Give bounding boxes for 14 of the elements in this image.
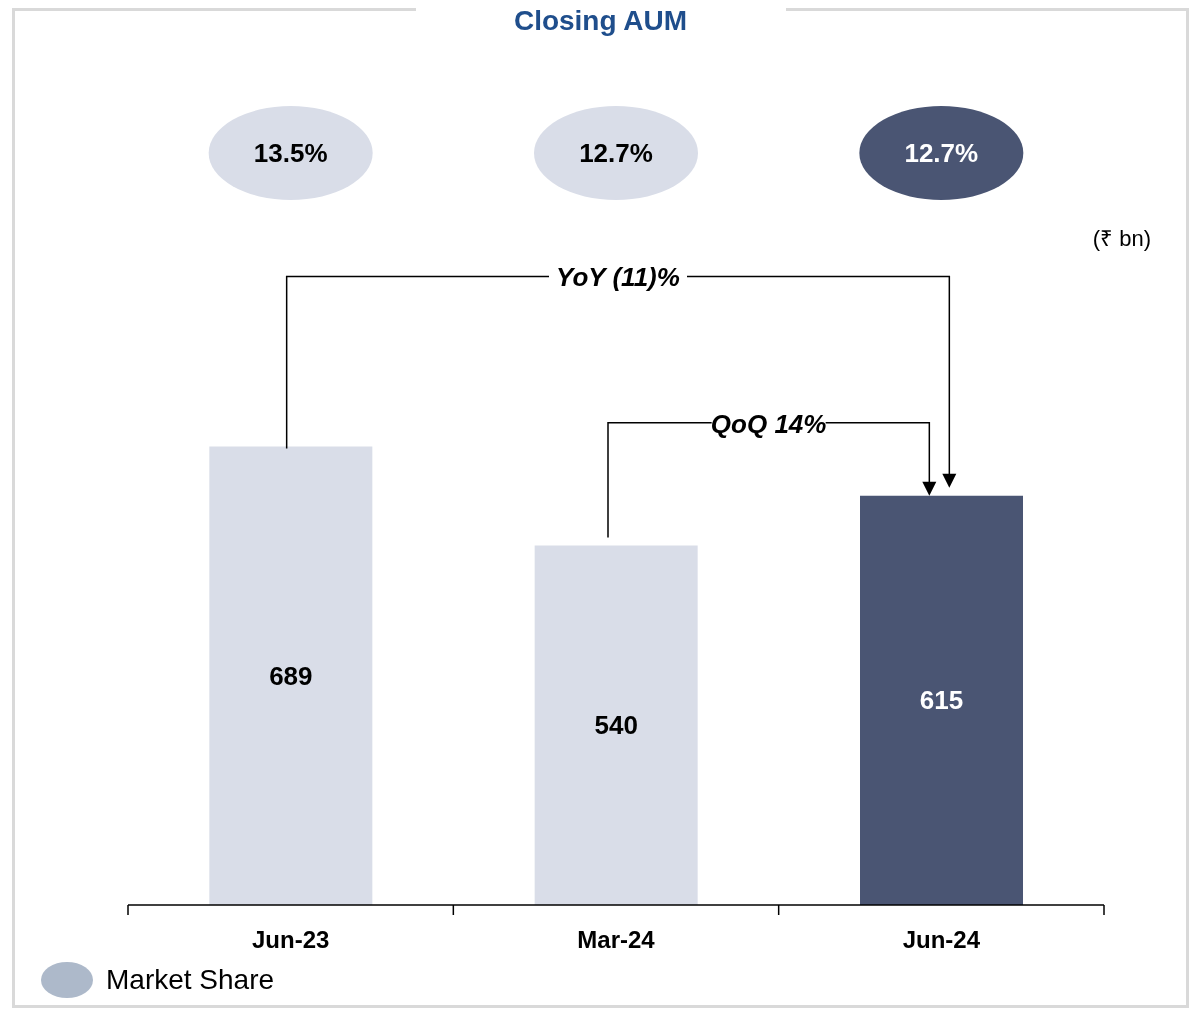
text: Market Share: [106, 964, 275, 996]
data-label: 540: [594, 710, 638, 741]
text: 13.5%: [253, 138, 328, 168]
text: 12.7%: [904, 138, 979, 168]
x-tick-label: Mar-24: [577, 926, 656, 954]
text: YoY (11)%: [556, 262, 680, 293]
x-tick-label: Jun-24: [902, 926, 981, 954]
text: QoQ 14%: [710, 408, 827, 439]
chart-title: Closing AUM: [513, 5, 688, 36]
text: (₹ bn): [1092, 226, 1151, 251]
data-label: 615: [919, 685, 964, 716]
text: 12.7%: [579, 138, 653, 168]
data-label: 689: [269, 660, 313, 691]
x-tick-label: Jun-23: [251, 926, 330, 954]
